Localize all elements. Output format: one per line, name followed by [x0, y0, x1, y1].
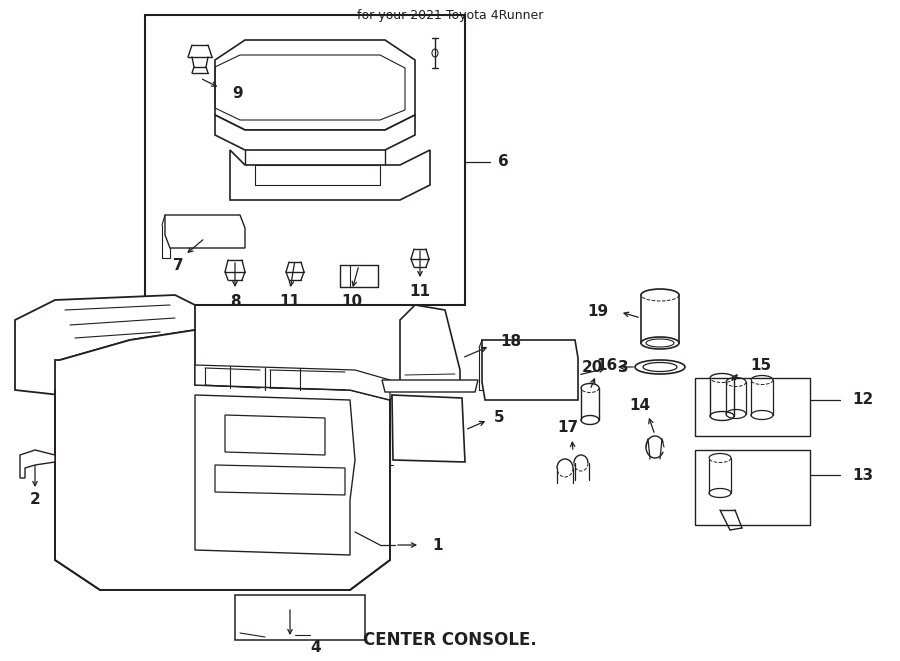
Text: 11: 11	[410, 284, 430, 299]
Polygon shape	[382, 380, 478, 392]
Polygon shape	[15, 295, 195, 395]
Text: 18: 18	[500, 334, 521, 350]
Text: 10: 10	[341, 295, 363, 309]
Polygon shape	[235, 595, 365, 640]
Text: 12: 12	[852, 393, 873, 407]
Polygon shape	[215, 115, 415, 150]
Polygon shape	[195, 395, 355, 555]
Text: 2: 2	[30, 492, 40, 508]
Bar	[695, 378, 810, 436]
Polygon shape	[165, 215, 245, 248]
Polygon shape	[20, 450, 55, 478]
Polygon shape	[482, 340, 578, 400]
Bar	[695, 450, 810, 525]
Polygon shape	[195, 365, 390, 400]
Text: 4: 4	[310, 641, 320, 656]
Text: 13: 13	[852, 467, 873, 483]
Text: 3: 3	[618, 360, 628, 375]
Text: 11: 11	[280, 295, 301, 309]
Polygon shape	[400, 305, 460, 390]
Text: 17: 17	[557, 420, 579, 436]
Text: 6: 6	[498, 155, 508, 169]
Polygon shape	[230, 150, 430, 200]
Text: 7: 7	[173, 258, 184, 272]
Text: CENTER CONSOLE.: CENTER CONSOLE.	[363, 631, 537, 649]
Text: 5: 5	[494, 410, 505, 426]
Polygon shape	[392, 395, 465, 462]
Text: 14: 14	[629, 399, 651, 414]
Text: for your 2021 Toyota 4Runner: for your 2021 Toyota 4Runner	[356, 9, 544, 22]
Text: 8: 8	[230, 295, 240, 309]
Text: 16: 16	[596, 358, 617, 373]
Text: 20: 20	[581, 360, 603, 375]
Polygon shape	[55, 330, 390, 590]
Text: 9: 9	[232, 87, 243, 102]
Text: 15: 15	[750, 358, 771, 373]
Text: 19: 19	[587, 305, 608, 319]
Text: 1: 1	[432, 537, 443, 553]
Bar	[145, 15, 465, 305]
Polygon shape	[215, 40, 415, 130]
